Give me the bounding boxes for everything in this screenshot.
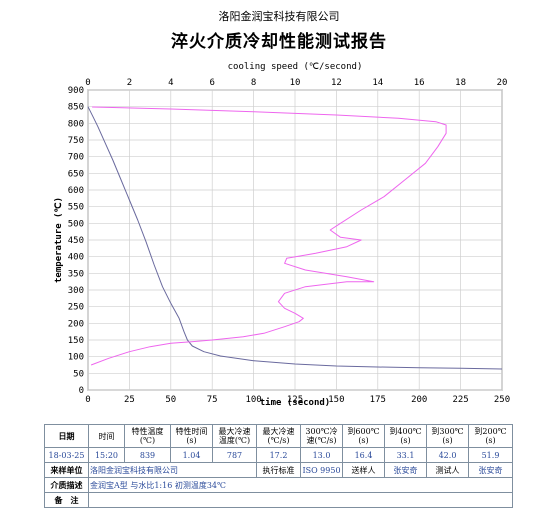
- top-tick-label: 20: [497, 78, 508, 88]
- top-tick-label: 4: [168, 78, 173, 88]
- table-value-cell: 15:20: [88, 447, 125, 463]
- y-tick-label: 200: [68, 319, 84, 329]
- table-value-cell: 787: [212, 447, 257, 463]
- x-tick-label: 175: [370, 395, 386, 405]
- top-tick-label: 16: [414, 78, 425, 88]
- table-header-cell: 到200℃ (s): [468, 424, 513, 448]
- x-tick-label: 25: [124, 395, 135, 405]
- sender-value: 张安奇: [384, 462, 427, 478]
- y-tick-label: 850: [68, 103, 84, 113]
- table-value-cell: 51.9: [468, 447, 513, 463]
- x-tick-label: 200: [411, 395, 427, 405]
- y-tick-label: 250: [68, 303, 84, 313]
- y-axis-label: temperature (℃): [53, 197, 64, 283]
- table-header-cell: 300℃冷 速(℃/s): [300, 424, 343, 448]
- y-tick-label: 800: [68, 119, 84, 129]
- top-tick-label: 0: [85, 78, 90, 88]
- table-value-cell: 42.0: [426, 447, 469, 463]
- table-header-row: 日期 时间 特性温度 (℃) 特性时间 (s) 最大冷速 温度(℃) 最大冷速 (℃/s) 300℃…: [44, 424, 513, 448]
- y-tick-label: 750: [68, 136, 84, 146]
- tester-value: 张安奇: [468, 462, 513, 478]
- y-tick-label: 600: [68, 186, 84, 196]
- chart-series: [87, 106, 503, 370]
- standard-label: 执行标准: [256, 462, 301, 478]
- test-data-table: 日期 时间 特性温度 (℃) 特性时间 (s) 最大冷速 温度(℃) 最大冷速 (℃/s) 300℃…: [44, 424, 513, 508]
- x-tick-label: 75: [207, 395, 218, 405]
- cooling-speed-curve: [90, 106, 447, 366]
- table-header-cell: 日期: [44, 424, 89, 448]
- table-medium-row: 介质描述 金润宝A型 与水比1:16 初测温度34℃: [44, 477, 513, 493]
- y-tick-label: 900: [68, 86, 84, 96]
- x-tick-label: 250: [494, 395, 510, 405]
- remark-label: 备 注: [44, 492, 89, 508]
- table-sample-row: 来样单位 洛阳金润宝科技有限公司 执行标准 ISO 9950 送样人 张安奇 测…: [44, 462, 513, 478]
- y-tick-label: 100: [68, 353, 84, 363]
- standard-value: ISO 9950: [300, 462, 343, 478]
- table-remark-row: 备 注: [44, 492, 513, 508]
- table-header-cell: 时间: [88, 424, 125, 448]
- y-tick-label: 300: [68, 286, 84, 296]
- medium-value: 金润宝A型 与水比1:16 初测温度34℃: [88, 477, 513, 493]
- chart-ticks: 0501001502002503003504004505005506006507…: [68, 78, 510, 405]
- table-header-cell: 特性温度 (℃): [124, 424, 171, 448]
- table-value-cell: 33.1: [384, 447, 427, 463]
- sample-unit-label: 来样单位: [44, 462, 89, 478]
- sample-unit-value: 洛阳金润宝科技有限公司: [88, 462, 257, 478]
- y-tick-label: 500: [68, 219, 84, 229]
- top-tick-label: 14: [372, 78, 383, 88]
- top-tick-label: 10: [290, 78, 301, 88]
- y-tick-label: 650: [68, 169, 84, 179]
- top-tick-label: 8: [251, 78, 256, 88]
- y-tick-label: 450: [68, 236, 84, 246]
- medium-label: 介质描述: [44, 477, 89, 493]
- x-tick-label: 225: [452, 395, 468, 405]
- table-header-cell: 最大冷速 (℃/s): [256, 424, 301, 448]
- table-value-cell: 839: [124, 447, 171, 463]
- y-tick-label: 400: [68, 253, 84, 263]
- top-tick-label: 2: [127, 78, 132, 88]
- table-header-cell: 特性时间 (s): [170, 424, 213, 448]
- table-value-cell: 16.4: [342, 447, 385, 463]
- top-axis-label: cooling speed (℃/second): [228, 62, 363, 72]
- x-tick-label: 0: [85, 395, 90, 405]
- y-tick-label: 0: [79, 386, 84, 396]
- top-tick-label: 12: [331, 78, 342, 88]
- table-header-cell: 到400℃ (s): [384, 424, 427, 448]
- x-tick-label: 50: [165, 395, 176, 405]
- y-tick-label: 700: [68, 153, 84, 163]
- cooling-curve-chart: 0501001502002503003504004505005506006507…: [53, 62, 510, 408]
- table-value-cell: 17.2: [256, 447, 301, 463]
- x-axis-label: time (second): [260, 397, 330, 408]
- top-tick-label: 18: [455, 78, 466, 88]
- table-value-cell: 1.04: [170, 447, 213, 463]
- company-name: 洛阳金润宝科技有限公司: [218, 10, 340, 23]
- table-header-cell: 到300℃ (s): [426, 424, 469, 448]
- tester-label: 测试人: [426, 462, 469, 478]
- report-title: 淬火介质冷却性能测试报告: [171, 32, 387, 52]
- table-values-row: 18-03-25 15:20 839 1.04 787 17.2 13.0 16.4 33.1 4…: [44, 447, 513, 463]
- table-value-cell: 13.0: [300, 447, 343, 463]
- x-tick-label: 100: [245, 395, 261, 405]
- y-tick-label: 150: [68, 336, 84, 346]
- x-tick-label: 125: [287, 395, 303, 405]
- remark-value: [88, 492, 513, 508]
- table-value-cell: 18-03-25: [44, 447, 89, 463]
- y-tick-label: 350: [68, 269, 84, 279]
- sender-label: 送样人: [342, 462, 385, 478]
- y-tick-label: 50: [73, 369, 84, 379]
- top-tick-label: 6: [209, 78, 214, 88]
- chart-grid: [87, 89, 503, 391]
- table-header-cell: 最大冷速 温度(℃): [212, 424, 257, 448]
- temperature-time-curve: [87, 106, 503, 370]
- x-tick-label: 150: [328, 395, 344, 405]
- y-tick-label: 550: [68, 203, 84, 213]
- table-header-cell: 到600℃ (s): [342, 424, 385, 448]
